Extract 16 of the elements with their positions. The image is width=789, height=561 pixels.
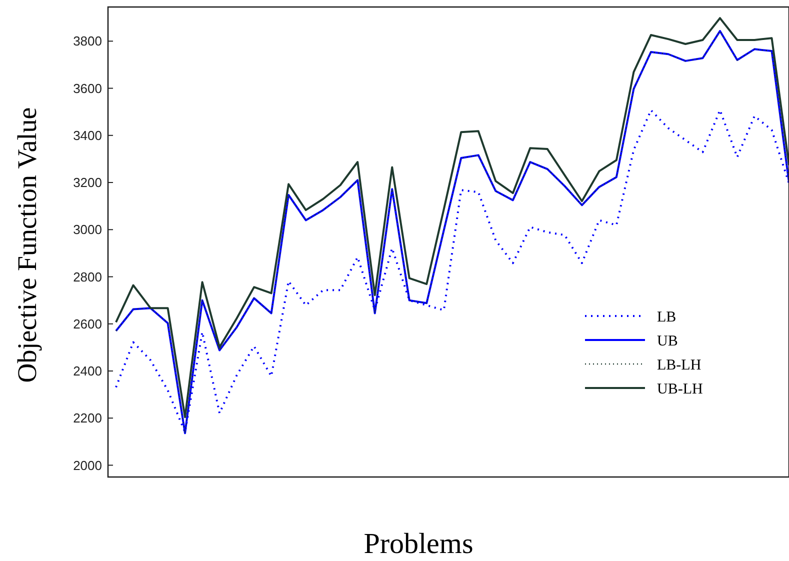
y-tick-label: 3800: [73, 34, 102, 49]
y-axis-title: Objective Function Value: [12, 107, 42, 383]
y-tick-label: 3600: [73, 80, 102, 96]
y-tick-label: 2400: [73, 364, 102, 379]
legend-label: UB: [657, 333, 678, 350]
x-axis-title: Problems: [364, 528, 474, 560]
legend-label: LB: [657, 309, 676, 326]
y-tick-label: 3400: [73, 128, 102, 143]
legend-label: LB-LH: [657, 357, 702, 374]
legend-label: UB-LH: [657, 381, 703, 398]
y-tick-label: 3000: [73, 222, 102, 238]
y-tick-label: 3200: [73, 175, 102, 190]
y-tick-label: 2800: [73, 269, 102, 284]
y-tick-label: 2000: [73, 458, 102, 473]
y-tick-label: 2600: [73, 316, 102, 332]
y-tick-label: 2200: [73, 410, 102, 426]
